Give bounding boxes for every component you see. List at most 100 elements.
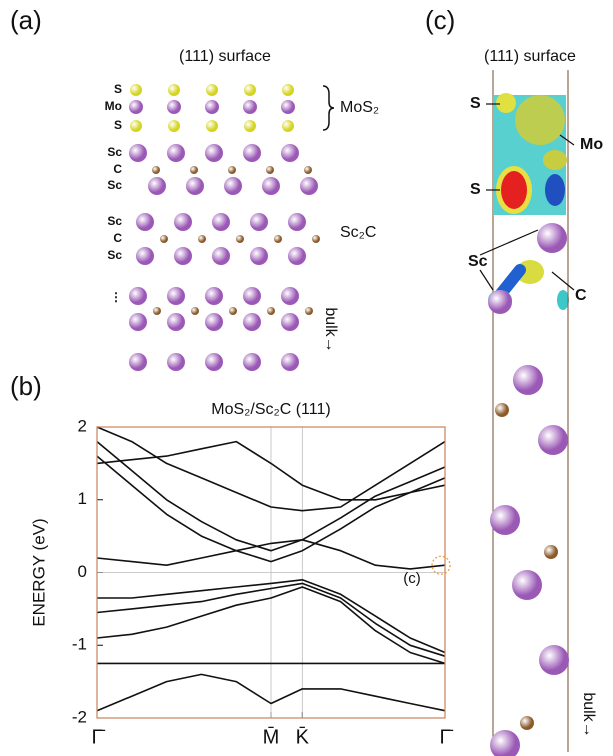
highlight-circle xyxy=(431,555,451,575)
y-tick-label: 1 xyxy=(78,489,87,508)
atom xyxy=(537,223,567,253)
atom xyxy=(244,84,256,96)
atom xyxy=(512,570,542,600)
atom xyxy=(513,365,543,395)
y-tick-label: 2 xyxy=(78,416,87,435)
atom xyxy=(205,313,223,331)
atom xyxy=(148,177,166,195)
atom-label: Mo xyxy=(580,136,603,153)
atom xyxy=(281,100,295,114)
atom xyxy=(520,716,534,730)
atom-label: Mo xyxy=(105,99,122,113)
isosurface xyxy=(488,93,569,310)
atom xyxy=(282,120,294,132)
atom xyxy=(174,247,192,265)
atom xyxy=(190,166,198,174)
atom xyxy=(136,213,154,231)
atom xyxy=(243,287,261,305)
atom-label: Sc xyxy=(468,253,488,270)
atom-label: Sc xyxy=(107,178,122,192)
atom xyxy=(281,353,299,371)
panel-label: (c) xyxy=(425,5,455,35)
atom xyxy=(262,177,280,195)
atom-label: ⋮ xyxy=(110,290,122,304)
atom-label: S xyxy=(470,95,481,112)
atom xyxy=(304,166,312,174)
atom xyxy=(212,213,230,231)
atom xyxy=(282,84,294,96)
atom xyxy=(490,505,520,535)
atom xyxy=(167,313,185,331)
atom xyxy=(167,144,185,162)
atom xyxy=(168,84,180,96)
atom xyxy=(288,247,306,265)
x-tick-label: Γ̄ xyxy=(91,726,105,748)
atom xyxy=(129,144,147,162)
group-label: MoS₂ xyxy=(340,99,379,116)
atom xyxy=(267,307,275,315)
x-tick-label: K̄ xyxy=(296,725,310,748)
atom xyxy=(236,235,244,243)
bulk-label: bulk→ xyxy=(580,692,597,737)
atom xyxy=(488,290,512,314)
plot-frame xyxy=(96,426,446,719)
x-tick-label: Γ̄ xyxy=(439,726,453,748)
atom xyxy=(153,307,161,315)
atom xyxy=(167,100,181,114)
leader-line xyxy=(479,269,494,291)
atom xyxy=(312,235,320,243)
band-line xyxy=(96,539,446,570)
y-tick-label: -2 xyxy=(72,707,87,726)
y-axis-label: ENERGY (eV) xyxy=(29,518,48,626)
atom xyxy=(305,307,313,315)
band-line xyxy=(96,455,446,563)
atom xyxy=(198,235,206,243)
y-tick-label: -1 xyxy=(72,635,87,654)
atom xyxy=(266,166,274,174)
atom xyxy=(250,247,268,265)
atom xyxy=(160,235,168,243)
atom xyxy=(224,177,242,195)
x-tick-label: M̄ xyxy=(263,725,280,748)
atom xyxy=(274,235,282,243)
atom xyxy=(212,247,230,265)
bulk-label: bulk→ xyxy=(322,307,339,352)
band-line xyxy=(96,440,446,501)
band-line xyxy=(96,586,446,665)
atom xyxy=(495,403,509,417)
atom-label: S xyxy=(114,82,122,96)
panel-subtitle: (111) surface xyxy=(484,48,576,65)
atom-label: S xyxy=(114,118,122,132)
band-line xyxy=(96,673,446,712)
panel-subtitle: (111) surface xyxy=(179,48,271,65)
atom xyxy=(490,730,520,756)
atom xyxy=(205,287,223,305)
leader-line xyxy=(551,271,575,291)
atom xyxy=(174,213,192,231)
atom xyxy=(243,100,257,114)
atom xyxy=(300,177,318,195)
atom xyxy=(205,144,223,162)
atom xyxy=(243,353,261,371)
atom xyxy=(281,144,299,162)
atom xyxy=(206,84,218,96)
atom xyxy=(281,313,299,331)
atom-label: C xyxy=(113,231,122,245)
atom-label: Sc xyxy=(107,214,122,228)
panel-label: (b) xyxy=(10,371,42,401)
annotation: (c) xyxy=(403,570,421,587)
atom xyxy=(250,213,268,231)
leader-line xyxy=(479,229,539,256)
atom xyxy=(167,353,185,371)
atom-label: Sc xyxy=(107,248,122,262)
atom xyxy=(229,307,237,315)
atom xyxy=(206,120,218,132)
atom xyxy=(243,144,261,162)
atom xyxy=(191,307,199,315)
atom xyxy=(288,213,306,231)
atom xyxy=(130,120,142,132)
atom xyxy=(244,120,256,132)
band-line xyxy=(96,440,446,552)
atom-label: C xyxy=(113,162,122,176)
